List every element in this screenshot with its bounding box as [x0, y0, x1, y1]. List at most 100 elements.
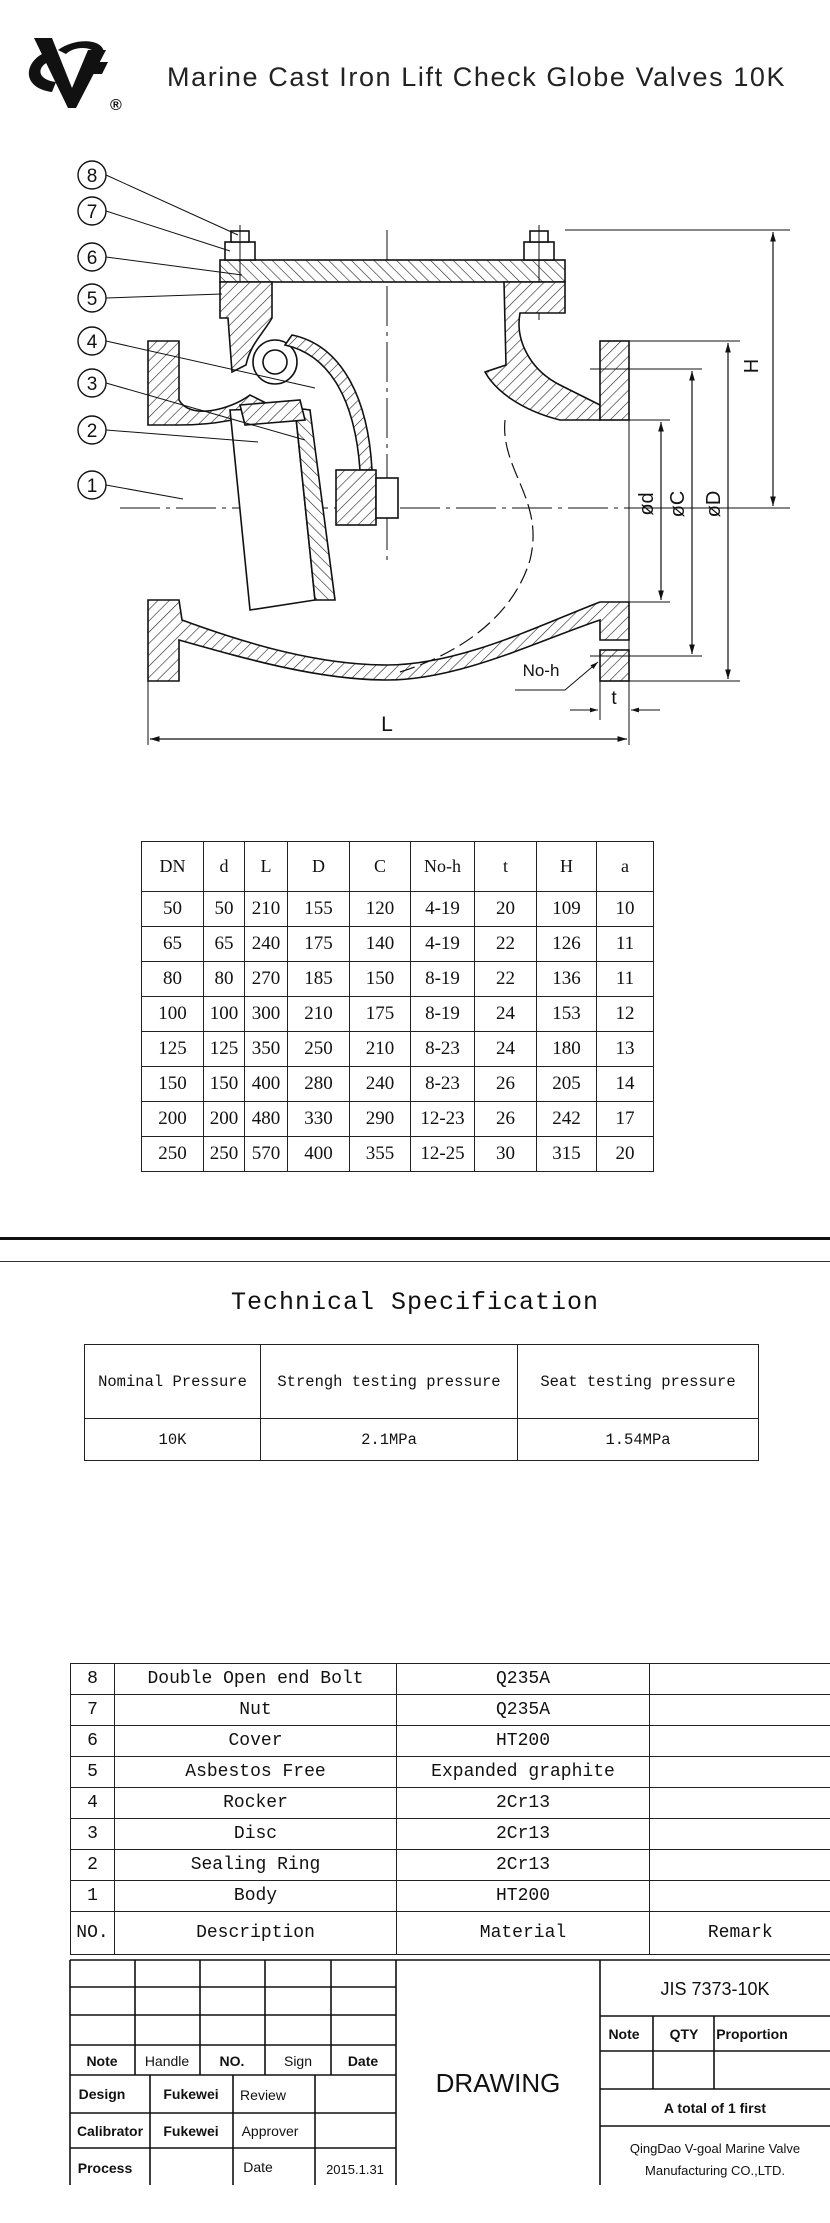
table-cell: 250: [141, 1136, 204, 1172]
registered-mark: ®: [110, 97, 122, 112]
table-cell: 26: [474, 1101, 537, 1137]
table-cell: 20: [596, 1136, 654, 1172]
design-value: Fukewei: [163, 2086, 218, 2102]
callout-5: 5: [87, 289, 98, 310]
table-cell: 65: [141, 926, 204, 962]
table-cell: 280: [287, 1066, 350, 1102]
parts-list-table: 8 Double Open end Bolt Q235A 7 Nut Q235A 6 Cove…: [70, 1663, 830, 1955]
table-cell: 11: [596, 926, 654, 962]
part-cell: [649, 1880, 830, 1912]
part-row: 1 Body HT200: [70, 1880, 830, 1912]
company-logo: ®: [28, 38, 122, 112]
part-cell: [649, 1663, 830, 1695]
part-cell: Expanded graphite: [396, 1756, 650, 1788]
table-cell: 150: [349, 961, 411, 997]
column-header: L: [244, 841, 288, 892]
dim-label-C: øC: [667, 491, 689, 518]
part-cell: [649, 1849, 830, 1881]
table-cell: 242: [536, 1101, 597, 1137]
table-row: 150 150 400 280 240 8-23 26 205 14: [141, 1066, 654, 1102]
table-cell: 210: [287, 996, 350, 1032]
table-cell: 330: [287, 1101, 350, 1137]
table-cell: 350: [244, 1031, 288, 1067]
note-header: Note: [608, 2026, 639, 2042]
table-cell: 30: [474, 1136, 537, 1172]
table-cell: 150: [141, 1066, 204, 1102]
table-cell: 240: [244, 926, 288, 962]
part-cell: 4: [70, 1787, 115, 1819]
callout-1: 1: [87, 476, 98, 497]
column-header: D: [287, 841, 350, 892]
table-cell: 12-25: [410, 1136, 475, 1172]
drawing-label: DRAWING: [436, 2068, 561, 2098]
table-cell: 210: [244, 891, 288, 927]
table-cell: 109: [536, 891, 597, 927]
table-cell: 80: [203, 961, 245, 997]
dim-label-d: ød: [636, 492, 658, 515]
table-row: 80 80 270 185 150 8-19 22 136 11: [141, 961, 654, 997]
spec-title: Technical Specification: [230, 1288, 600, 1317]
spec-header: Strengh testing pressure: [260, 1344, 518, 1419]
table-cell: 100: [141, 996, 204, 1032]
table-row: 200 200 480 330 290 12-23 26 242 17: [141, 1101, 654, 1137]
part-cell: 6: [70, 1725, 115, 1757]
table-cell: 12-23: [410, 1101, 475, 1137]
part-cell: 2Cr13: [396, 1849, 650, 1881]
table-cell: 185: [287, 961, 350, 997]
spec-header: Nominal Pressure: [84, 1344, 261, 1419]
table-cell: 125: [203, 1031, 245, 1067]
part-cell: Asbestos Free: [114, 1756, 397, 1788]
table-cell: 50: [141, 891, 204, 927]
part-cell: [649, 1725, 830, 1757]
table-cell: 300: [244, 996, 288, 1032]
table-cell: 17: [596, 1101, 654, 1137]
table-cell: 315: [536, 1136, 597, 1172]
part-cell: 1: [70, 1880, 115, 1912]
section-divider: [0, 1261, 830, 1262]
spec-value: 2.1MPa: [260, 1418, 518, 1461]
table-cell: 570: [244, 1136, 288, 1172]
table-cell: 250: [287, 1031, 350, 1067]
table-cell: 200: [203, 1101, 245, 1137]
table-cell: 4-19: [410, 926, 475, 962]
calibrator-value: Fukewei: [163, 2123, 218, 2139]
table-row: 65 65 240 175 140 4-19 22 126 11: [141, 926, 654, 962]
table-cell: 22: [474, 926, 537, 962]
column-header: t: [474, 841, 537, 892]
review-label: Review: [240, 2087, 287, 2103]
callout-4: 4: [87, 332, 98, 353]
dim-label-D: øD: [703, 491, 725, 518]
spec-value: 10K: [84, 1418, 261, 1461]
table-cell: 125: [141, 1031, 204, 1067]
table-cell: 100: [203, 996, 245, 1032]
process-label: Process: [78, 2160, 133, 2176]
table-cell: 12: [596, 996, 654, 1032]
design-label: Design: [79, 2086, 126, 2102]
page-title: Marine Cast Iron Lift Check Globe Valves…: [167, 62, 787, 92]
table-cell: 13: [596, 1031, 654, 1067]
table-cell: 8-23: [410, 1066, 475, 1102]
part-cell: 2Cr13: [396, 1818, 650, 1850]
table-cell: 290: [349, 1101, 411, 1137]
parts-header-row: NO. Description Material Remark: [70, 1911, 830, 1955]
part-cell: Disc: [114, 1818, 397, 1850]
part-cell: Sealing Ring: [114, 1849, 397, 1881]
callout-8: 8: [87, 166, 98, 187]
table-cell: 14: [596, 1066, 654, 1102]
table-cell: 175: [349, 996, 411, 1032]
table-cell: 153: [536, 996, 597, 1032]
part-row: 2 Sealing Ring 2Cr13: [70, 1849, 830, 1881]
table-cell: 240: [349, 1066, 411, 1102]
column-header: Description: [114, 1911, 397, 1955]
dim-label-L: L: [381, 713, 393, 736]
table-cell: 11: [596, 961, 654, 997]
column-header: d: [203, 841, 245, 892]
technical-spec-table: Nominal Pressure Strengh testing pressur…: [84, 1344, 759, 1461]
part-cell: Body: [114, 1880, 397, 1912]
callout-7: 7: [87, 202, 98, 223]
part-cell: HT200: [396, 1880, 650, 1912]
table-cell: 24: [474, 1031, 537, 1067]
table-cell: 355: [349, 1136, 411, 1172]
